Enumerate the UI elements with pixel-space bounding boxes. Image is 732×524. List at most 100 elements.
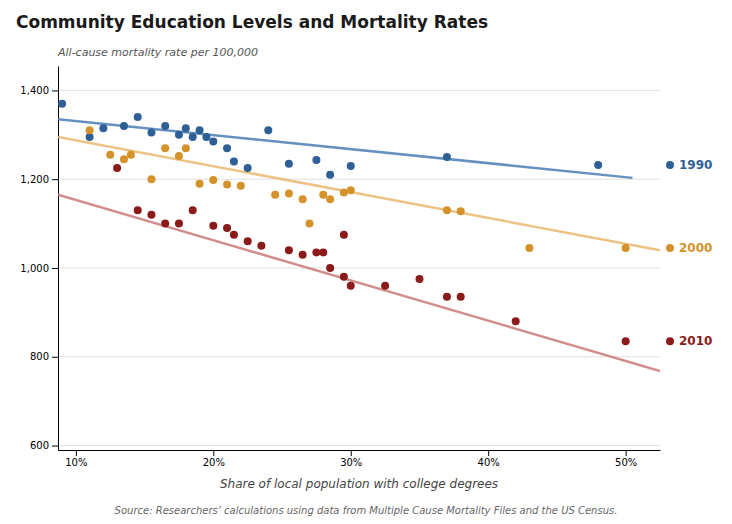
point: [230, 157, 238, 165]
point: [182, 124, 190, 132]
point: [196, 126, 204, 134]
point: [443, 206, 451, 214]
point: [257, 242, 265, 250]
point: [622, 244, 630, 252]
x-tick-label: 20%: [203, 457, 225, 468]
point: [86, 126, 94, 134]
x-tick: 50%: [615, 450, 637, 468]
y-tick: 800: [30, 351, 58, 362]
x-tick-label: 40%: [478, 457, 500, 468]
source: Source: Researchers’ calculations using …: [115, 505, 618, 516]
point: [58, 100, 66, 108]
x-axis: 10% 20% 30% 40% 50%: [59, 450, 661, 468]
point: [264, 126, 272, 134]
point: [99, 124, 107, 132]
y-axis-title: All-cause mortality rate per 100,000: [57, 46, 258, 59]
point: [134, 113, 142, 121]
point: [223, 224, 231, 232]
series-points: [58, 100, 602, 179]
point: [230, 231, 238, 239]
x-axis-title: Share of local population with college d…: [220, 477, 498, 491]
y-axis-line: [58, 67, 59, 451]
y-tick-label: 1,200: [20, 174, 49, 185]
point: [306, 220, 314, 228]
grid-line: [58, 445, 660, 446]
point: [209, 222, 217, 230]
point: [147, 211, 155, 219]
x-tick-mark: [626, 450, 627, 456]
point: [312, 248, 320, 256]
series-label: 2010: [679, 334, 712, 348]
point: [443, 153, 451, 161]
x-tick: 40%: [478, 450, 500, 468]
label-dot: [666, 337, 674, 345]
series-label: 1990: [679, 158, 712, 172]
y-tick-mark: [52, 90, 58, 91]
label-dot: [666, 244, 674, 252]
point: [237, 182, 245, 190]
chart: 10%20%30%40%50%6008001,0001,2001,4001990…: [0, 0, 732, 524]
point: [175, 152, 183, 160]
point: [189, 133, 197, 141]
x-tick-label: 50%: [615, 457, 637, 468]
point: [196, 180, 204, 188]
point: [202, 133, 210, 141]
point: [512, 317, 520, 325]
point: [223, 144, 231, 152]
x-tick: 10%: [65, 450, 87, 468]
series-points: [113, 164, 630, 345]
point: [161, 122, 169, 130]
point: [113, 164, 121, 172]
y-tick-label: 600: [30, 440, 49, 451]
x-tick-label: 30%: [340, 457, 362, 468]
grid-line: [58, 267, 660, 268]
point: [161, 220, 169, 228]
point: [285, 160, 293, 168]
point: [271, 191, 279, 199]
point: [209, 137, 217, 145]
trend-line: [58, 137, 660, 250]
point: [244, 164, 252, 172]
point: [594, 161, 602, 169]
x-tick-label: 10%: [65, 457, 87, 468]
point: [147, 175, 155, 183]
series-points: [86, 126, 630, 252]
point: [312, 156, 320, 164]
x-tick-mark: [213, 450, 214, 456]
point: [175, 131, 183, 139]
y-tick-mark: [52, 268, 58, 269]
plot-area: [58, 100, 660, 371]
point: [347, 282, 355, 290]
point: [244, 237, 252, 245]
y-tick: 600: [30, 440, 58, 451]
point: [106, 151, 114, 159]
point: [443, 293, 451, 301]
x-tick-mark: [76, 450, 77, 456]
point: [525, 244, 533, 252]
point: [340, 273, 348, 281]
y-tick: 1,000: [20, 263, 58, 274]
x-axis-line: [59, 450, 661, 451]
point: [457, 207, 465, 215]
point: [299, 195, 307, 203]
y-tick-mark: [52, 446, 58, 447]
point: [299, 251, 307, 259]
point: [147, 129, 155, 137]
title: Community Education Levels and Mortality…: [16, 12, 488, 32]
point: [223, 181, 231, 189]
y-axis: 6008001,0001,2001,400: [20, 67, 58, 452]
point: [127, 151, 135, 159]
point: [340, 189, 348, 197]
point: [120, 155, 128, 163]
point: [285, 189, 293, 197]
label-dot: [666, 161, 674, 169]
y-tick: 1,200: [20, 174, 58, 185]
point: [134, 206, 142, 214]
series-label: 2000: [679, 241, 712, 255]
grid-line: [58, 90, 660, 91]
point: [209, 176, 217, 184]
point: [319, 248, 327, 256]
point: [347, 186, 355, 194]
point: [189, 206, 197, 214]
point: [381, 282, 389, 290]
